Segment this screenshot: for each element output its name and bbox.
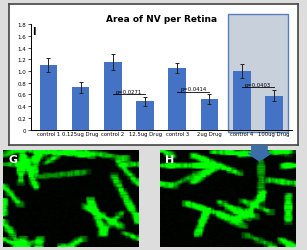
Title: Area of NV per Retina: Area of NV per Retina bbox=[106, 15, 217, 24]
Text: H: H bbox=[165, 154, 174, 164]
Bar bbox=[169, 69, 186, 130]
Text: p=0.0403: p=0.0403 bbox=[245, 82, 271, 87]
Text: p=0.0271: p=0.0271 bbox=[116, 90, 142, 94]
Text: p=0.0414: p=0.0414 bbox=[180, 87, 207, 92]
Bar bbox=[233, 72, 251, 130]
Bar bbox=[136, 102, 154, 130]
Text: I: I bbox=[32, 27, 35, 37]
Bar bbox=[40, 66, 57, 130]
Bar bbox=[228, 15, 288, 133]
Bar bbox=[72, 88, 90, 130]
Bar bbox=[265, 96, 283, 130]
Bar bbox=[104, 63, 122, 130]
Bar bbox=[201, 100, 218, 130]
Text: G: G bbox=[9, 154, 17, 164]
